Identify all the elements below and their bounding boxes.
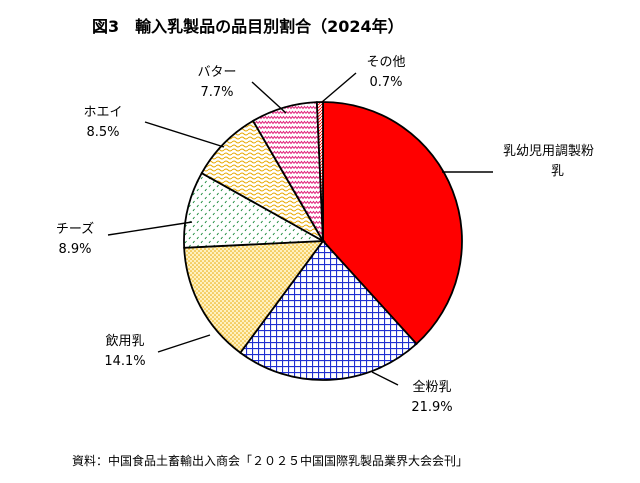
pie-slice (322, 101, 463, 346)
slice-value-label: 21.9% (411, 400, 452, 415)
leader-lines (107, 72, 493, 386)
pie-slice (239, 239, 418, 381)
leader-line (371, 371, 399, 386)
slice-label: 飲用乳 (105, 333, 144, 349)
pie-slice (183, 240, 325, 354)
slice-value-label: 8.9% (58, 242, 91, 257)
slice-label: ホエイ (83, 105, 122, 120)
slice-value-label: 7.7% (200, 85, 233, 100)
chart-title: 図3 輸入乳製品の品目別割合（2024年） (92, 17, 404, 36)
slice-value-label: 8.5% (86, 125, 119, 140)
leader-line (107, 221, 193, 236)
slice-value-label: 0.7% (369, 75, 402, 90)
leader-line (157, 334, 211, 353)
slice-label: チーズ (56, 221, 94, 237)
leader-line (251, 81, 287, 114)
slice-label: その他 (366, 55, 405, 70)
leader-line (144, 121, 225, 148)
slice-label: 全粉乳 (412, 379, 451, 395)
slice-label: 乳幼児用調製粉乳 (503, 144, 594, 179)
source-note: 資料：中国食品土畜輸出入商会「２０２５中国国際乳製品業界大会会刊」 (72, 453, 468, 468)
slice-label: バター (197, 65, 236, 80)
pie-slices (183, 101, 463, 381)
slice-value-label: 14.1% (104, 354, 145, 369)
leader-line (321, 72, 357, 103)
